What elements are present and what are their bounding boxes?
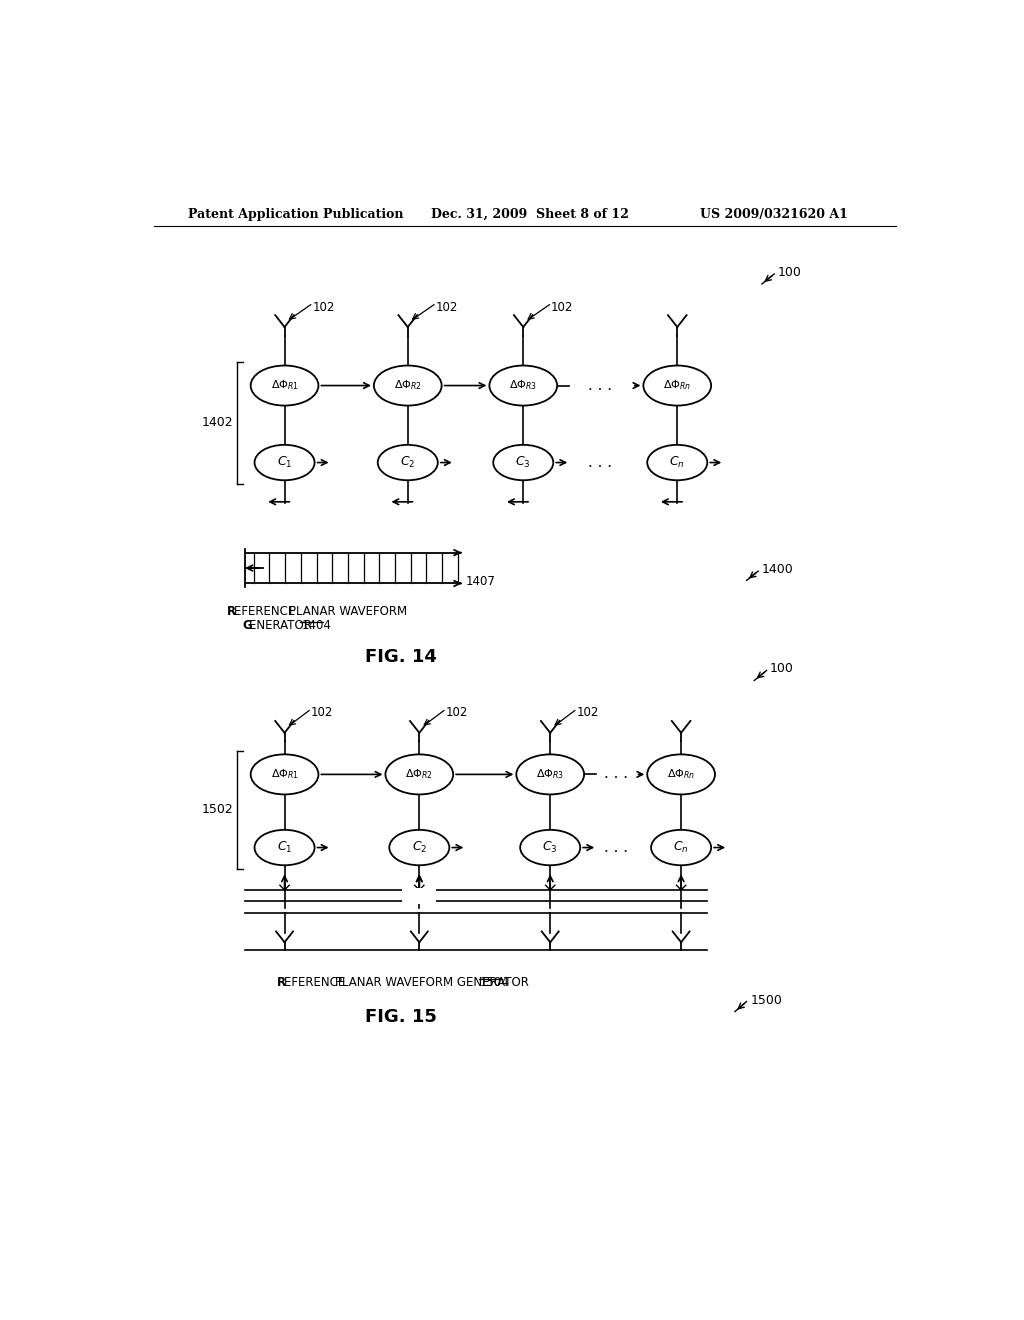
- FancyBboxPatch shape: [402, 887, 436, 904]
- Text: PLANAR WAVEFORM GENERATOR: PLANAR WAVEFORM GENERATOR: [335, 975, 532, 989]
- Text: $C_1$: $C_1$: [276, 840, 292, 855]
- Ellipse shape: [489, 366, 557, 405]
- Ellipse shape: [643, 366, 711, 405]
- Text: EFERENCE: EFERENCE: [233, 605, 299, 618]
- Text: $C_2$: $C_2$: [400, 455, 416, 470]
- Text: . . .: . . .: [604, 767, 628, 781]
- Text: 102: 102: [312, 301, 335, 314]
- Text: R: R: [276, 975, 286, 989]
- Text: $\Delta\Phi_{R2}$: $\Delta\Phi_{R2}$: [406, 767, 433, 781]
- Ellipse shape: [385, 755, 454, 795]
- Text: 1407: 1407: [466, 574, 496, 587]
- Text: $C_n$: $C_n$: [670, 455, 685, 470]
- Text: US 2009/0321620 A1: US 2009/0321620 A1: [700, 209, 848, 222]
- Ellipse shape: [647, 445, 708, 480]
- Text: 102: 102: [551, 301, 573, 314]
- Ellipse shape: [374, 366, 441, 405]
- Text: 1402: 1402: [202, 416, 233, 429]
- Ellipse shape: [255, 830, 314, 866]
- Ellipse shape: [251, 755, 318, 795]
- Ellipse shape: [516, 755, 584, 795]
- Text: 1400: 1400: [762, 564, 794, 576]
- Text: FIG. 15: FIG. 15: [366, 1008, 437, 1026]
- Ellipse shape: [647, 755, 715, 795]
- Text: $C_1$: $C_1$: [276, 455, 292, 470]
- Text: FIG. 14: FIG. 14: [366, 648, 437, 667]
- Text: 100: 100: [770, 663, 794, 676]
- Text: $\Delta\Phi_{Rn}$: $\Delta\Phi_{Rn}$: [667, 767, 695, 781]
- Text: ENERATOR: ENERATOR: [249, 619, 315, 631]
- Text: $C_n$: $C_n$: [673, 840, 689, 855]
- Text: G: G: [243, 619, 252, 631]
- Text: 102: 102: [310, 706, 333, 719]
- Text: $\Delta\Phi_{R3}$: $\Delta\Phi_{R3}$: [509, 379, 538, 392]
- Text: $\Delta\Phi_{R2}$: $\Delta\Phi_{R2}$: [394, 379, 422, 392]
- Text: 1500: 1500: [751, 994, 782, 1007]
- Text: . . .: . . .: [604, 841, 628, 854]
- Text: 1502: 1502: [202, 804, 233, 816]
- Ellipse shape: [494, 445, 553, 480]
- Ellipse shape: [389, 830, 450, 866]
- Text: $C_3$: $C_3$: [515, 455, 531, 470]
- Text: Patent Application Publication: Patent Application Publication: [188, 209, 403, 222]
- Ellipse shape: [255, 445, 314, 480]
- Text: $\Delta\Phi_{Rn}$: $\Delta\Phi_{Rn}$: [664, 379, 691, 392]
- Text: R: R: [226, 605, 236, 618]
- Text: . . .: . . .: [588, 455, 612, 470]
- Text: PLANAR WAVEFORM: PLANAR WAVEFORM: [289, 605, 408, 618]
- Ellipse shape: [520, 830, 581, 866]
- Text: 102: 102: [435, 301, 458, 314]
- Text: . . .: . . .: [588, 379, 612, 392]
- Text: 1504: 1504: [480, 975, 510, 989]
- Text: $\Delta\Phi_{R1}$: $\Delta\Phi_{R1}$: [270, 767, 299, 781]
- Text: 102: 102: [577, 706, 599, 719]
- Text: $\Delta\Phi_{R1}$: $\Delta\Phi_{R1}$: [270, 379, 299, 392]
- Text: 100: 100: [777, 265, 801, 279]
- Ellipse shape: [251, 366, 318, 405]
- Ellipse shape: [651, 830, 711, 866]
- Text: $\Delta\Phi_{R3}$: $\Delta\Phi_{R3}$: [537, 767, 564, 781]
- Text: $C_2$: $C_2$: [412, 840, 427, 855]
- Text: EFERENCE: EFERENCE: [284, 975, 349, 989]
- Ellipse shape: [378, 445, 438, 480]
- Text: Dec. 31, 2009  Sheet 8 of 12: Dec. 31, 2009 Sheet 8 of 12: [431, 209, 629, 222]
- Text: 102: 102: [445, 706, 468, 719]
- Text: 1404: 1404: [301, 619, 332, 631]
- Text: $C_3$: $C_3$: [543, 840, 558, 855]
